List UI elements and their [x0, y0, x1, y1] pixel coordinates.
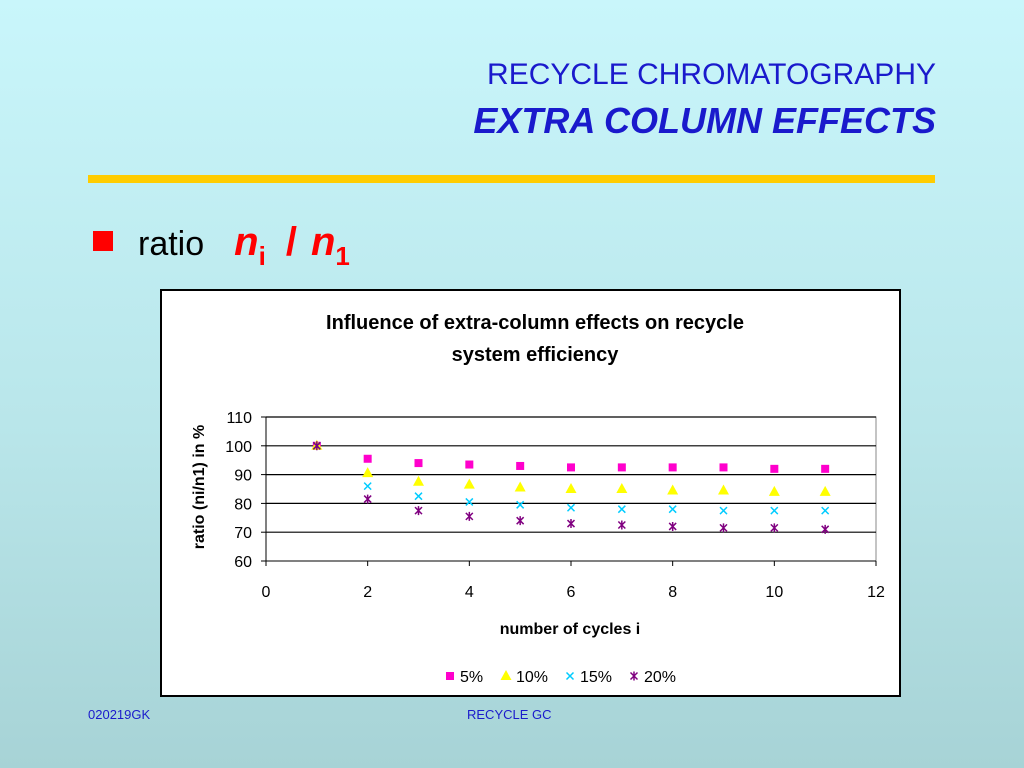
x-tick-label: 0: [262, 584, 271, 601]
data-point-5pct: [770, 464, 779, 473]
scatter-chart: Influence of extra-column effects on rec…: [191, 312, 885, 686]
expr-n-right: n: [310, 220, 336, 264]
y-tick-label: 110: [226, 410, 252, 427]
data-point-20pct: [668, 521, 677, 531]
chart-frame: Influence of extra-column effects on rec…: [160, 289, 901, 697]
data-point-10pct: [768, 485, 780, 496]
data-point-10pct: [616, 483, 628, 493]
ratio-expression: ni / n1: [234, 220, 350, 271]
data-point-10pct: [565, 483, 577, 493]
data-point-15pct: [770, 506, 779, 515]
data-point-10pct: [718, 484, 729, 495]
data-point-20pct: [414, 506, 423, 516]
y-tick-label: 80: [234, 496, 252, 513]
data-point-10pct: [362, 467, 374, 478]
data-point-15pct: [668, 505, 677, 514]
slide-subtitle: EXTRA COLUMN EFFECTS: [473, 100, 936, 141]
data-point-10pct: [463, 478, 475, 489]
footer-title: RECYCLE GC: [467, 707, 552, 722]
data-point-20pct: [566, 519, 576, 529]
data-point-10pct: [413, 475, 424, 486]
chart-legend: 5% 10% 15% 20%: [446, 669, 676, 686]
chart-title-line1: Influence of extra-column effects on rec…: [326, 312, 744, 334]
title-divider: [88, 175, 935, 183]
y-tick-label: 100: [225, 439, 252, 456]
data-point-15pct: [617, 505, 626, 514]
data-point-10pct: [819, 485, 831, 496]
bullet-text: ratio: [138, 225, 205, 263]
data-point-15pct: [821, 506, 830, 515]
data-point-20pct: [617, 520, 626, 530]
x-tick-label: 10: [765, 584, 783, 601]
data-point-10pct: [514, 481, 526, 492]
data-point-20pct: [821, 524, 830, 534]
legend-marker-5pct: [446, 672, 454, 680]
data-point-20pct: [312, 441, 321, 451]
data-point-15pct: [363, 482, 372, 491]
x-axis-label: number of cycles i: [500, 621, 641, 638]
data-point-5pct: [668, 463, 677, 472]
x-tick-label: 12: [867, 584, 885, 601]
data-point-20pct: [719, 523, 728, 533]
bullet-item: ratio ni / n1: [93, 220, 350, 271]
y-axis-label: ratio (ni/n1) in %: [191, 425, 208, 549]
data-point-15pct: [414, 492, 423, 501]
data-point-20pct: [363, 494, 372, 504]
data-point-5pct: [465, 460, 474, 469]
data-point-5pct: [516, 461, 525, 470]
legend-marker-10pct: [500, 670, 512, 680]
data-point-20pct: [516, 516, 525, 526]
x-tick-label: 4: [465, 584, 474, 601]
expr-slash: /: [285, 220, 297, 264]
data-point-5pct: [567, 463, 575, 472]
expr-sub-right: 1: [335, 241, 350, 271]
data-point-5pct: [617, 463, 626, 472]
data-point-10pct: [667, 484, 679, 495]
legend-label: 10%: [516, 669, 548, 686]
data-point-20pct: [465, 511, 474, 521]
data-point-5pct: [414, 459, 423, 468]
y-tick-label: 60: [234, 554, 252, 571]
chart-title-line2: system efficiency: [452, 344, 620, 366]
data-point-15pct: [719, 506, 728, 515]
expr-sub-left: i: [258, 241, 266, 271]
x-tick-label: 2: [363, 584, 372, 601]
data-point-5pct: [821, 464, 830, 473]
data-point-15pct: [516, 500, 525, 509]
legend-label: 15%: [580, 669, 612, 686]
data-point-15pct: [566, 503, 576, 512]
expr-n-left: n: [234, 220, 259, 264]
legend-label: 20%: [644, 669, 676, 686]
legend-marker-15pct: [565, 671, 575, 681]
legend-label: 5%: [460, 669, 483, 686]
y-tick-label: 90: [234, 468, 252, 485]
slide-title: RECYCLE CHROMATOGRAPHY: [487, 58, 936, 91]
bullet-square-icon: [93, 231, 113, 251]
x-tick-label: 6: [567, 584, 576, 601]
plot-area: 60 70 80 90 100 110 0 2 4 6 8 10 12: [225, 410, 885, 601]
y-tick-label: 70: [234, 525, 252, 542]
footer-code: 020219GK: [88, 707, 151, 722]
data-point-5pct: [719, 463, 728, 472]
legend-marker-20pct: [629, 671, 639, 681]
data-point-5pct: [363, 454, 372, 463]
data-point-15pct: [465, 497, 474, 506]
x-tick-label: 8: [668, 584, 677, 601]
data-point-20pct: [770, 523, 779, 533]
